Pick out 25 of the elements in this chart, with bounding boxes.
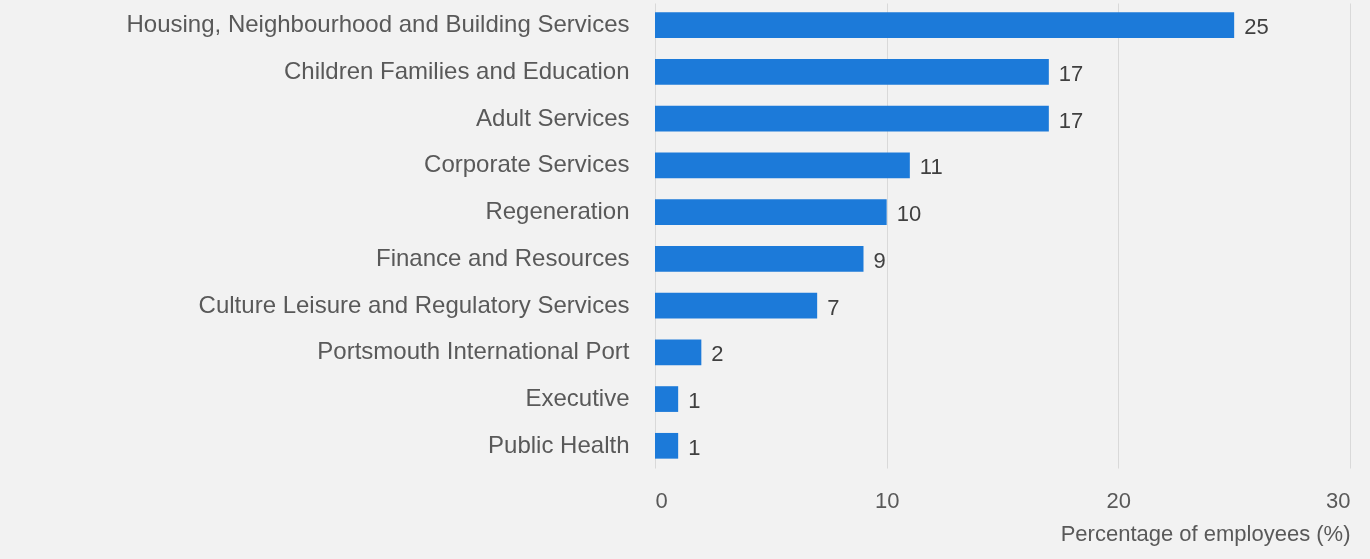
y-tick-label: Corporate Services xyxy=(424,150,630,178)
x-tick-label: 10 xyxy=(874,487,900,513)
y-tick-label: Executive xyxy=(525,384,630,412)
x-tick-label: 0 xyxy=(655,487,668,513)
y-tick-label: Public Health xyxy=(488,430,630,458)
data-label: 1 xyxy=(688,434,701,460)
y-tick-label: Portsmouth International Port xyxy=(317,337,630,365)
x-tick-label: 30 xyxy=(1326,487,1351,513)
y-tick-label: Culture Leisure and Regulatory Services xyxy=(198,290,630,318)
x-axis-title: Percentage of employees (%) xyxy=(1060,520,1351,546)
y-tick-label: Regeneration xyxy=(485,197,630,225)
data-label: 9 xyxy=(873,247,886,273)
data-label: 11 xyxy=(919,154,943,180)
y-tick-label: Adult Services xyxy=(476,103,630,131)
y-tick-label: Finance and Resources xyxy=(376,243,630,271)
data-label: 17 xyxy=(1058,107,1084,133)
data-label: 2 xyxy=(711,341,724,367)
data-label: 17 xyxy=(1058,60,1084,86)
data-label: 10 xyxy=(896,201,922,227)
data-label: 1 xyxy=(688,388,701,414)
y-tick-label: Housing, Neighbourhood and Building Services xyxy=(126,10,630,38)
data-label: 25 xyxy=(1244,14,1269,40)
x-tick-label: 20 xyxy=(1106,487,1132,513)
y-tick-label: Children Families and Education xyxy=(283,56,630,84)
data-label: 7 xyxy=(827,294,840,320)
